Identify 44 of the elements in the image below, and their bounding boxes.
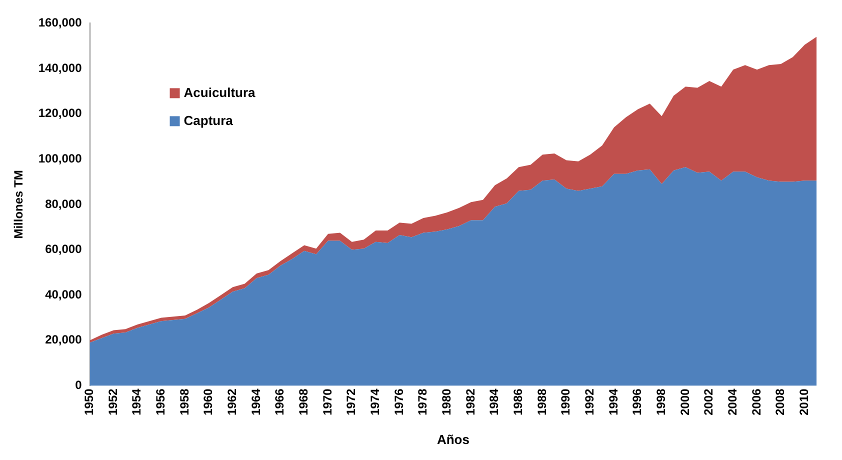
x-tick-label: 1984 — [487, 388, 502, 416]
x-tick-label: 1974 — [368, 388, 382, 416]
y-tick-label: 140,000 — [38, 60, 82, 75]
x-tick-label: 2010 — [796, 388, 811, 416]
x-tick-label: 1986 — [511, 388, 526, 416]
x-tick-label: 1996 — [630, 388, 644, 416]
legend-label: Captura — [184, 112, 234, 128]
x-tick-label: 1994 — [606, 388, 620, 416]
x-tick-label: 2000 — [678, 388, 692, 416]
x-tick-label: 1982 — [463, 388, 478, 416]
x-tick-label: 2004 — [726, 388, 740, 416]
x-tick-label: 1968 — [296, 388, 311, 416]
x-tick-label: 1956 — [154, 388, 168, 416]
y-axis-title: Millones TM — [12, 170, 26, 239]
x-tick-label: 2006 — [749, 388, 764, 416]
x-tick-label: 1990 — [558, 388, 573, 416]
x-tick-label: 1978 — [416, 388, 430, 416]
x-axis-title: Años — [436, 432, 470, 447]
y-tick-label: 20,000 — [45, 332, 82, 347]
x-tick-label: 1998 — [654, 388, 668, 416]
y-tick-label: 60,000 — [45, 242, 82, 256]
x-tick-label: 1964 — [248, 388, 263, 416]
x-tick-label: 1966 — [272, 388, 287, 416]
x-tick-label: 1954 — [130, 388, 144, 416]
y-tick-label: 80,000 — [45, 196, 82, 211]
x-tick-label: 1980 — [440, 388, 454, 416]
x-tick-label: 1972 — [344, 388, 358, 416]
x-tick-label: 1958 — [177, 388, 192, 416]
x-tick-label: 1960 — [201, 388, 216, 416]
y-tick-label: 40,000 — [45, 287, 82, 302]
x-tick-label: 2008 — [773, 388, 788, 416]
x-tick-label: 1962 — [225, 388, 240, 416]
x-tick-label: 1988 — [534, 388, 549, 416]
y-tick-label: 0 — [75, 378, 82, 392]
y-tick-label: 100,000 — [38, 151, 82, 166]
y-tick-label: 160,000 — [38, 16, 82, 30]
x-tick-label: 2002 — [702, 388, 716, 416]
legend-label: Acuicultura — [184, 84, 256, 100]
y-tick-label: 120,000 — [38, 106, 82, 120]
x-tick-label: 1992 — [582, 388, 597, 416]
x-tick-label: 1952 — [106, 388, 120, 416]
x-tick-label: 1976 — [392, 388, 406, 416]
x-tick-label: 1970 — [320, 388, 334, 416]
x-tick-label: 1950 — [82, 388, 96, 416]
